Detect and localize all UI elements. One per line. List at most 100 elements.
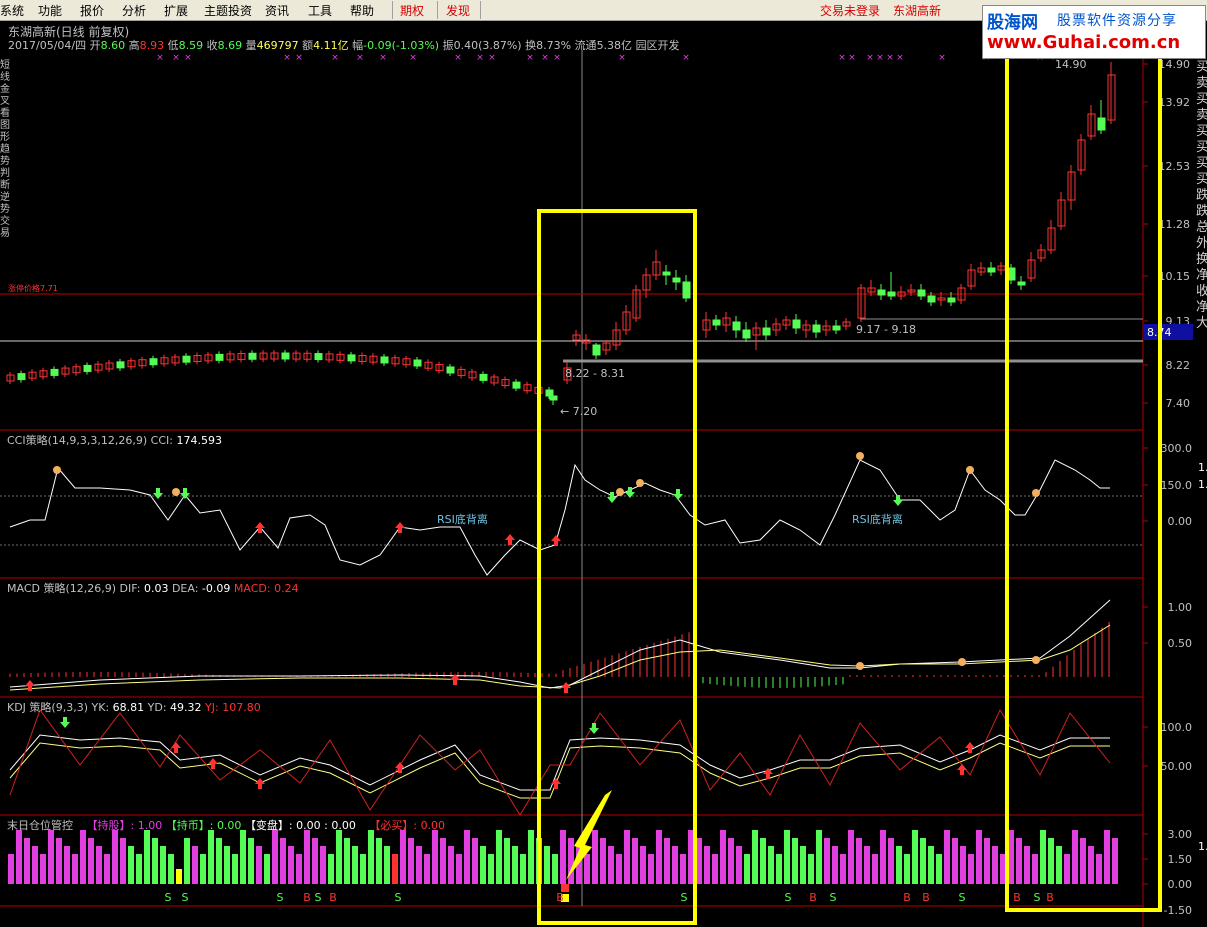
macd-title-line: MACD 策略(12,26,9) DIF: 0.03 DEA: -0.09 MA… (7, 580, 299, 596)
position-bar (264, 854, 270, 884)
cci-axis-label: 300.0 (1161, 442, 1193, 455)
yk-label: YK: (91, 701, 110, 714)
trade-signal: S (182, 891, 189, 904)
menu-item-4[interactable]: 扩展 (164, 4, 189, 18)
candle-body (270, 352, 279, 360)
menu-item-6[interactable]: 资讯 (265, 4, 290, 18)
candle-body (116, 361, 125, 369)
candle-body (490, 376, 499, 384)
position-bar (88, 838, 94, 884)
position-bar (592, 830, 598, 884)
must-buy-label: 【必买】: (369, 819, 418, 832)
signal-marker-yellow (561, 894, 569, 902)
position-bar (216, 838, 222, 884)
candle-body (512, 381, 521, 389)
position-bar (120, 838, 126, 884)
position-bar (360, 854, 366, 884)
cci-title: CCI策略(14,9,3,3,12,26,9) (7, 434, 148, 447)
highlight-box-1 (537, 209, 697, 925)
login-status[interactable]: 交易未登录 (820, 4, 881, 18)
menu-item-2[interactable]: 报价 (80, 4, 105, 18)
dea-line (9, 624, 1111, 691)
macd-up-arrow (561, 682, 571, 693)
candle-body (792, 319, 801, 329)
menu-item-3[interactable]: 分析 (122, 4, 147, 18)
position-bar (624, 830, 630, 884)
candle-body (672, 277, 681, 283)
position-bar (544, 846, 550, 884)
candle-body (1087, 113, 1096, 137)
must-buy-value: 0.00 (420, 819, 446, 832)
position-bar (24, 838, 30, 884)
candle-body (1107, 74, 1116, 121)
cci-hand-marker (636, 479, 644, 487)
cci-hand-marker (1032, 489, 1040, 497)
open-value: 8.60 (100, 39, 126, 52)
yd-label: YD: (147, 701, 167, 714)
position-bar (296, 854, 302, 884)
menu-item-8[interactable]: 帮助 (350, 4, 375, 18)
position-bar (464, 830, 470, 884)
position-bar (792, 838, 798, 884)
position-bar (440, 838, 446, 884)
logo-url: www.Guhai.com.cn (987, 32, 1181, 53)
change-label: 【变盘】: (244, 819, 293, 832)
position-bar (656, 830, 662, 884)
change-value: 0.00 : 0.00 (296, 819, 356, 832)
marker-x: × (156, 53, 164, 63)
position-bar (832, 846, 838, 884)
position-bar (56, 838, 62, 884)
position-bar (912, 830, 918, 884)
site-logo: 股海网 股票软件资源分享 www.Guhai.com.cn (982, 5, 1206, 59)
position-bar (552, 854, 558, 884)
trade-signal: B (1013, 891, 1021, 904)
candle-body (702, 319, 711, 331)
menu-item-1[interactable]: 功能 (38, 4, 63, 18)
position-bar (80, 830, 86, 884)
candle-body (369, 355, 378, 363)
stock-tab[interactable]: 东湖高新 (893, 4, 942, 18)
candle-body (1077, 139, 1086, 171)
price-axis-label: 8.22 (1166, 359, 1191, 372)
stock-name: 东湖高新(日线 前复权) (8, 25, 130, 39)
trade-signal: B (809, 891, 817, 904)
position-bar (504, 838, 510, 884)
kdj-up-arrow (551, 778, 561, 789)
candle-body (6, 374, 15, 382)
position-bar (1048, 838, 1054, 884)
kdj-k-line (9, 734, 1110, 791)
cci-divergence-label: RSI底背离 (437, 512, 488, 526)
limit-line-label: 涨停价格7.71 (8, 283, 58, 293)
turnover-value: 8.73% (536, 39, 572, 52)
position-bar (1040, 830, 1046, 884)
candle-body (171, 356, 180, 364)
menu-item-0[interactable]: 系统 (0, 4, 25, 18)
dif-label: DIF: (119, 582, 141, 595)
candle-body (867, 287, 876, 293)
position-bar (96, 846, 102, 884)
candle-body (612, 329, 621, 346)
position-bar (16, 830, 22, 884)
cci-hand-marker (856, 452, 864, 460)
candle-body (72, 366, 81, 374)
cci-down-arrow (180, 488, 190, 499)
menu-item-7[interactable]: 工具 (308, 4, 333, 18)
position-bar (952, 838, 958, 884)
menu-options[interactable]: 期权 (400, 4, 425, 18)
position-bar (800, 846, 806, 884)
cci-up-arrow (255, 522, 265, 533)
position-bar (720, 830, 726, 884)
position-bar (240, 830, 246, 884)
menu-item-5[interactable]: 主题投资 (204, 4, 253, 18)
candle-body (325, 353, 334, 361)
marker-x: × (876, 53, 884, 63)
candle-body (182, 355, 191, 363)
candle-body (105, 362, 114, 370)
candle-body (28, 371, 37, 379)
menu-discover[interactable]: 发现 (446, 4, 471, 18)
amount-label: 额 (302, 39, 314, 52)
position-bar (48, 830, 54, 884)
position-bar (400, 830, 406, 884)
position-bar (112, 830, 118, 884)
kdj-title-line: KDJ 策略(9,3,3) YK: 68.81 YD: 49.32 YJ: 10… (7, 699, 261, 715)
